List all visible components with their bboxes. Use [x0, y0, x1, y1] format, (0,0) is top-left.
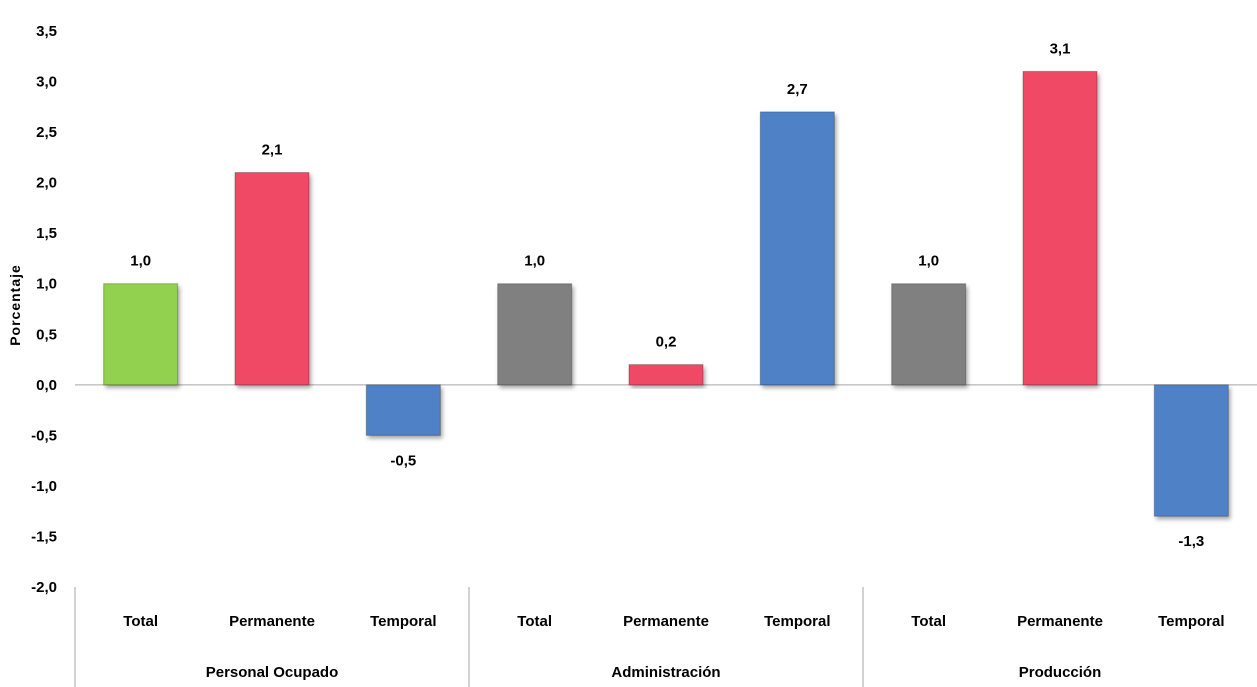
x-category-label: Total — [123, 613, 158, 630]
bars — [103, 70, 1229, 517]
bar-personal-ocupado-temporal — [365, 384, 441, 436]
data-label: -0,5 — [390, 452, 416, 469]
bar-producci-n-temporal — [1153, 384, 1229, 517]
bar-administraci-n-permanente — [628, 364, 704, 386]
data-label: 2,1 — [262, 142, 283, 159]
x-category-label: Temporal — [1158, 613, 1224, 630]
y-tick-label: 3,0 — [36, 74, 57, 91]
bar-administraci-n-total — [497, 283, 573, 386]
y-tick-label: 0,0 — [36, 377, 57, 394]
data-label: 2,7 — [787, 81, 808, 98]
y-tick-label: -1,5 — [31, 528, 57, 545]
y-axis-label: Porcentaje — [7, 264, 23, 346]
x-group-label: Administración — [611, 664, 720, 681]
bar-personal-ocupado-permanente — [234, 172, 310, 386]
x-category-label: Permanente — [229, 613, 315, 630]
data-label: 1,0 — [524, 253, 545, 270]
x-category-label: Temporal — [370, 613, 436, 630]
x-axis-categories: Total Permanente Temporal Personal Ocupado T… — [123, 613, 1224, 681]
data-label: -1,3 — [1178, 533, 1204, 550]
bar-producci-n-total — [891, 283, 967, 386]
data-label: 3,1 — [1050, 40, 1071, 57]
y-axis-ticks: 3,5 3,0 2,5 2,0 1,5 1,0 0,5 0,0 -0,5 -1,0 -1,5 -2,0 — [31, 23, 57, 596]
bar-producci-n-permanente — [1022, 70, 1098, 386]
x-category-label: Permanente — [1017, 613, 1103, 630]
y-tick-label: 0,5 — [36, 326, 57, 343]
data-label: 0,2 — [656, 334, 677, 351]
y-tick-label: -2,0 — [31, 579, 57, 596]
y-tick-label: 2,5 — [36, 124, 57, 141]
y-tick-label: 1,5 — [36, 225, 57, 242]
bar-administraci-n-temporal — [759, 111, 835, 386]
x-group-label: Personal Ocupado — [206, 664, 339, 681]
x-category-label: Temporal — [764, 613, 830, 630]
data-label: 1,0 — [130, 253, 151, 270]
x-group-label: Producción — [1019, 664, 1102, 681]
y-tick-label: 1,0 — [36, 276, 57, 293]
axes — [74, 384, 1257, 687]
bar-personal-ocupado-total — [103, 283, 179, 386]
y-tick-label: 2,0 — [36, 175, 57, 192]
y-tick-label: 3,5 — [36, 23, 57, 40]
y-tick-label: -1,0 — [31, 478, 57, 495]
data-label: 1,0 — [918, 253, 939, 270]
y-tick-label: -0,5 — [31, 427, 57, 444]
x-category-label: Total — [517, 613, 552, 630]
data-labels: 1,0 2,1 -0,5 1,0 0,2 2,7 1,0 3,1 -1,3 — [130, 40, 1204, 550]
x-category-label: Total — [911, 613, 946, 630]
x-category-label: Permanente — [623, 613, 709, 630]
